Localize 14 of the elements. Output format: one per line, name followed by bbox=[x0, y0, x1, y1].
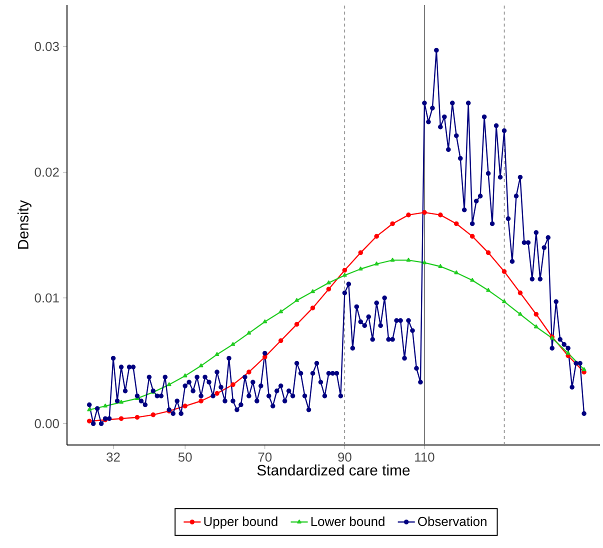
x-tick-label: 32 bbox=[106, 452, 120, 462]
y-axis-title: Density bbox=[18, 200, 32, 249]
legend-label: Lower bound bbox=[311, 516, 384, 526]
y-tick-label: 0.00 bbox=[34, 419, 59, 428]
y-tick-label: 0.01 bbox=[34, 293, 59, 302]
legend-label: Upper bound bbox=[204, 516, 278, 529]
y-tick-label: 0.03 bbox=[34, 42, 59, 52]
x-tick-label: 90 bbox=[338, 452, 352, 462]
y-tick-label: 0.02 bbox=[34, 168, 59, 177]
x-axis-title: Standardized care time bbox=[257, 464, 410, 476]
x-tick-label: 70 bbox=[258, 452, 272, 462]
x-tick-label: 50 bbox=[178, 452, 192, 462]
x-tick-label: 110 bbox=[415, 452, 434, 462]
legend-label: Observation bbox=[418, 516, 486, 526]
